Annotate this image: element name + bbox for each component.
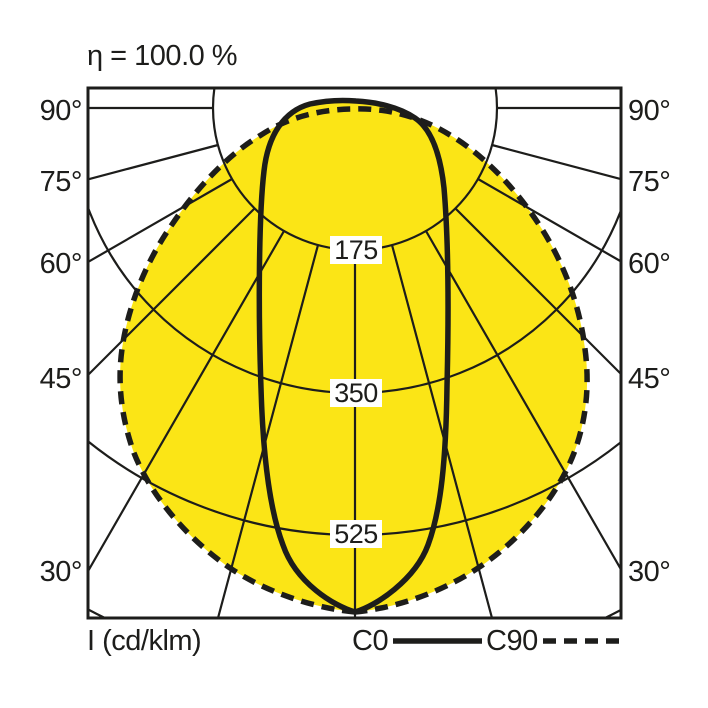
angle-tick-left-60: 60° (39, 248, 83, 280)
angle-tick-left-30: 30° (39, 556, 83, 588)
angle-tick-left-75: 75° (39, 166, 83, 198)
angle-tick-left-90: 90° (39, 95, 83, 127)
radial-value-label-350: 350 (330, 379, 382, 407)
radial-value-label-175: 175 (330, 236, 382, 264)
intensity-unit-label: I (cd/klm) (87, 625, 202, 657)
radial-value-label-525: 525 (330, 520, 382, 548)
angle-tick-right-45: 45° (628, 363, 671, 395)
c90-curve (117, 106, 590, 615)
efficiency-label: η = 100.0 % (87, 40, 238, 72)
c0-curve (256, 97, 451, 615)
angle-tick-right-30: 30° (628, 556, 671, 588)
c0-legend-label: C0 (352, 625, 389, 657)
angle-tick-right-75: 75° (628, 166, 671, 198)
c90-legend-label: C90 (486, 625, 538, 657)
curve-fill-area (120, 100, 588, 613)
angle-rays (88, 106, 621, 618)
angle-tick-left-45: 45° (39, 363, 83, 395)
angle-tick-right-60: 60° (628, 248, 671, 280)
angle-tick-right-90: 90° (628, 95, 671, 127)
c0-fill (259, 100, 448, 612)
plot-border (86, 86, 623, 620)
